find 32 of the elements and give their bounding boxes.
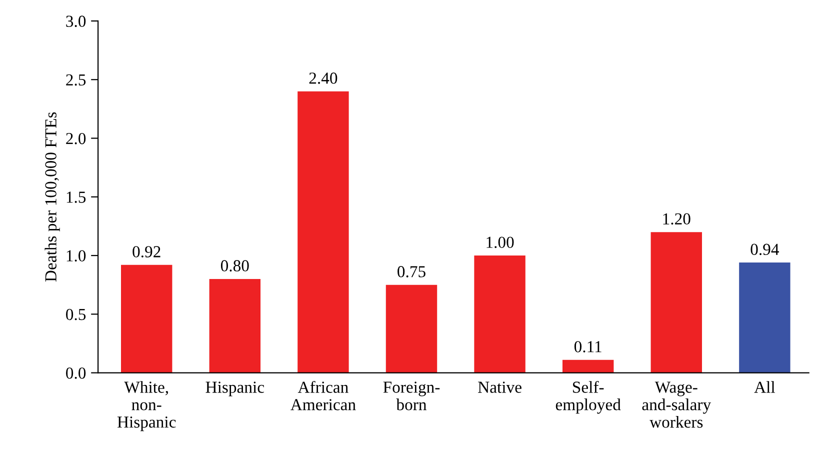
bar	[739, 262, 790, 373]
bar	[474, 256, 526, 373]
bar	[209, 278, 261, 373]
x-tick-label: Hispanic	[206, 382, 264, 396]
x-tick-label: All	[754, 381, 775, 393]
y-tick-label: 0.0	[66, 368, 86, 379]
data-label: 1.00	[486, 236, 514, 248]
y-tick-label: 0.5	[66, 308, 86, 320]
data-label: 2.40	[309, 72, 338, 84]
bar	[120, 264, 172, 373]
data-label: 0.80	[220, 260, 249, 272]
bar	[298, 91, 349, 373]
data-label: 1.20	[663, 213, 690, 225]
x-tick-label: Native	[478, 382, 522, 393]
x-tick-label: Wage- and-salary workers	[642, 382, 712, 428]
data-label: 0.11	[574, 341, 602, 352]
y-tick-label: 2.5	[66, 74, 86, 86]
y-tick-label: 1.5	[66, 192, 86, 203]
x-tick-label: White, non- Hispanic	[117, 381, 176, 432]
y-tick-label: 2.0	[66, 132, 86, 144]
data-label: 0.94	[750, 244, 780, 256]
data-label: 0.92	[132, 246, 160, 258]
y-tick-label: 1.0	[66, 250, 86, 262]
bar	[386, 284, 438, 373]
x-tick-label: Foreign- born	[383, 382, 440, 410]
bar	[650, 232, 702, 373]
x-tick-label: Self- employed	[556, 380, 621, 414]
bar	[562, 360, 614, 373]
data-label: 0.75	[398, 266, 426, 278]
x-tick-label: African American	[290, 380, 356, 410]
y-axis-title: Deaths per 100,000 FTEs	[44, 112, 60, 282]
y-tick-label: 3.0	[66, 16, 86, 27]
